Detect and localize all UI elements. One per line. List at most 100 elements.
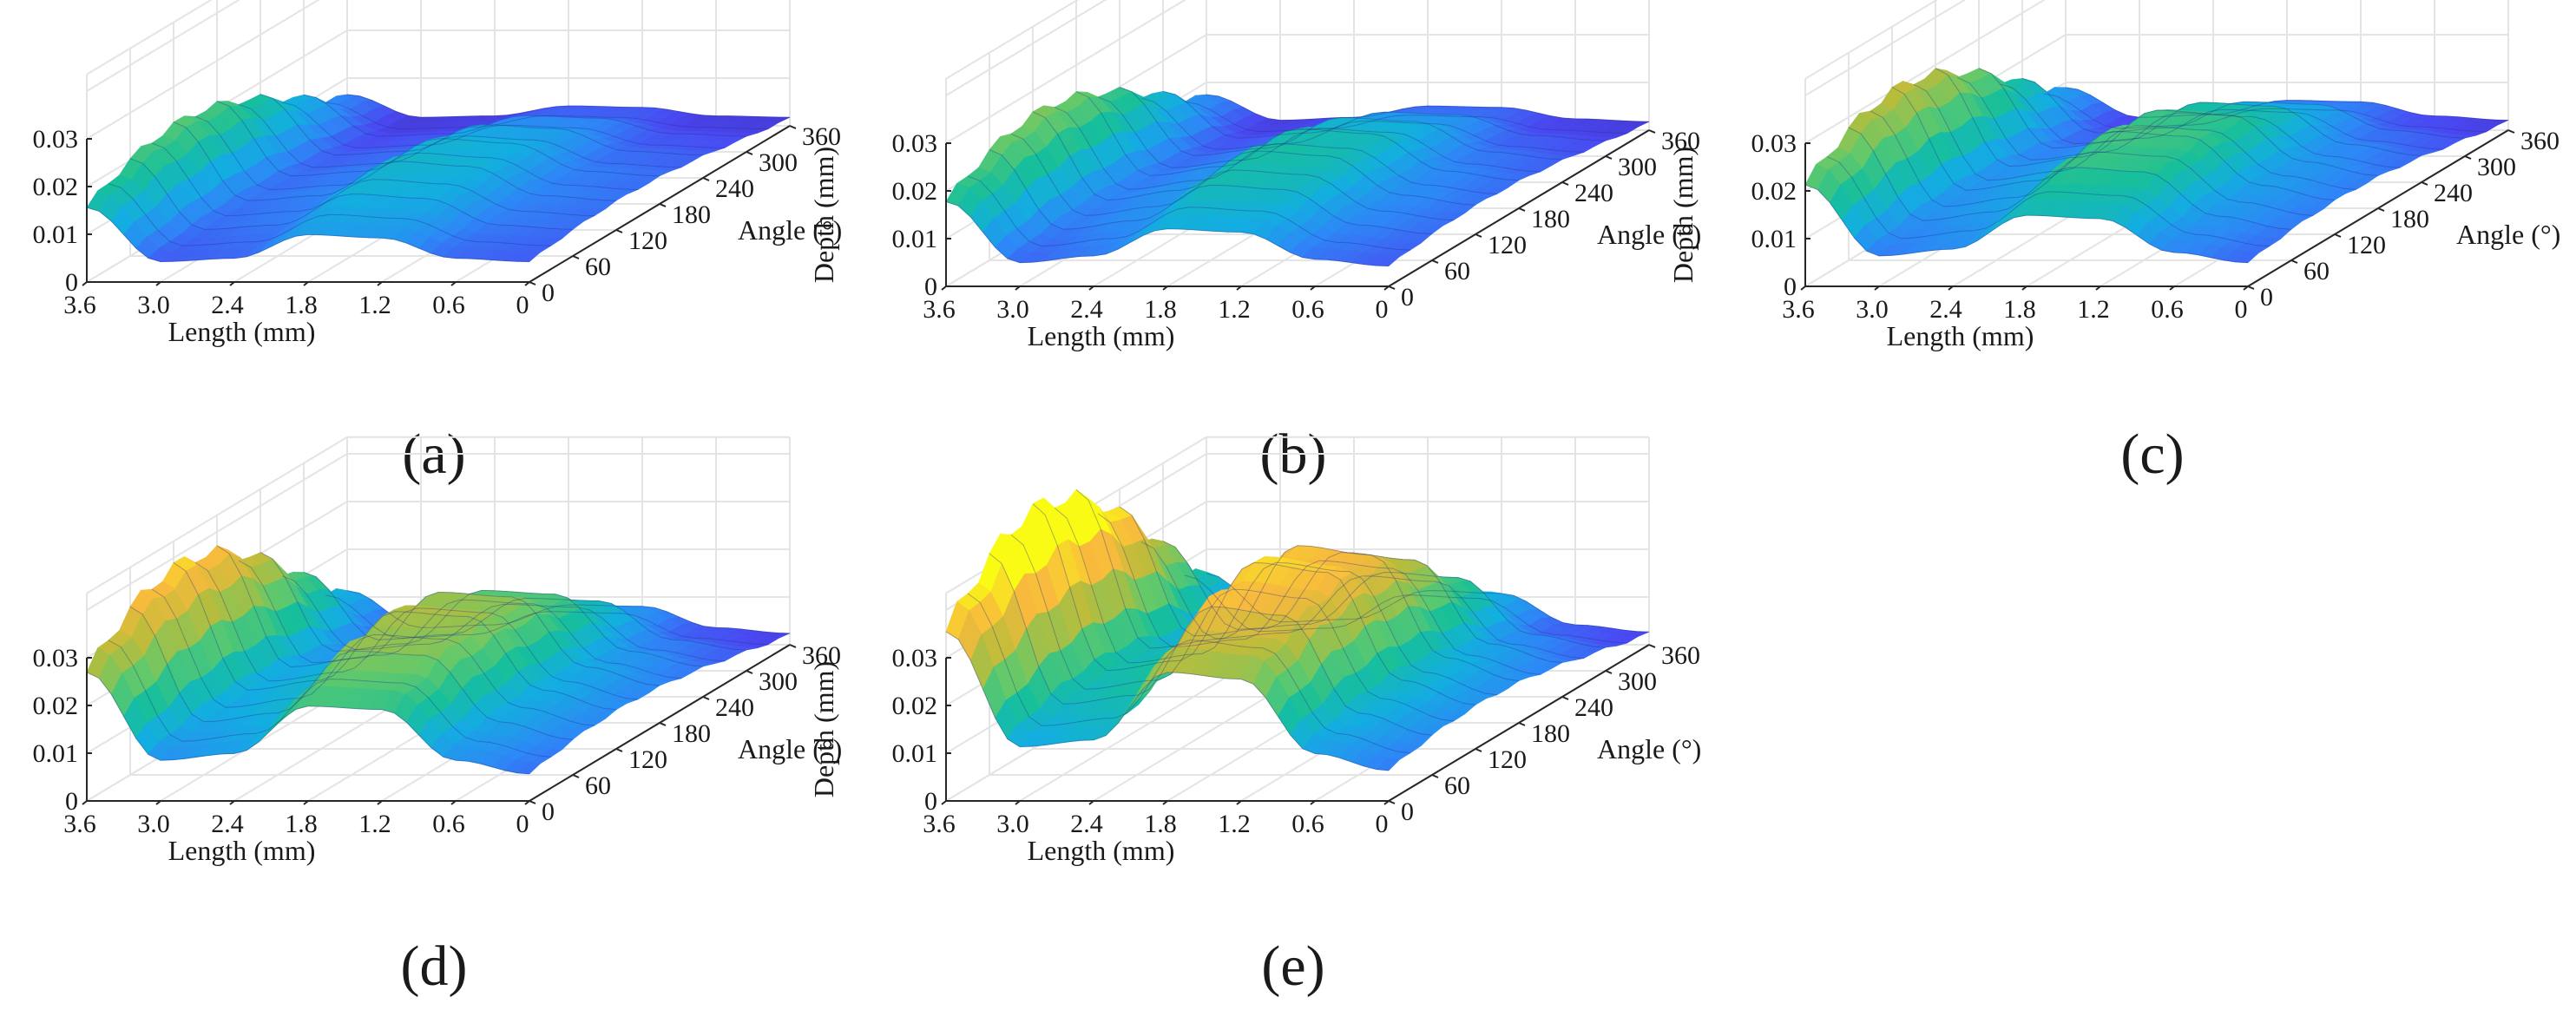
length-tick — [82, 800, 88, 805]
length-tick-label: 3.0 — [996, 295, 1029, 324]
surface-mesh-line — [1206, 94, 1650, 122]
depth-tick-label: 0.02 — [1751, 177, 1797, 206]
panel-d: 3.6 3.0 2.4 1.8 1.2 0.6 0 06012018024030036000.… — [33, 436, 842, 998]
surface-mesh-line — [1075, 91, 1520, 181]
surface-mesh-line — [1032, 111, 1476, 206]
length-tick-label: 2.4 — [211, 291, 244, 319]
angle-tick — [615, 229, 623, 233]
length-axis-label: Length (mm) — [168, 835, 316, 866]
length-tick — [82, 281, 88, 286]
length-tick-label: 3.0 — [996, 810, 1029, 838]
length-tick — [1310, 285, 1316, 291]
surface-mesh-line — [1162, 90, 1607, 141]
length-tick-label: 0 — [516, 291, 529, 319]
depth-tick-label: 0.02 — [892, 177, 938, 206]
grid-line — [1804, 0, 1939, 80]
depth-tick-label: 0 — [65, 268, 78, 297]
length-tick-label: 3.0 — [137, 291, 170, 319]
angle-tick — [529, 281, 536, 285]
panel-label-d: (d) — [401, 935, 468, 998]
length-tick — [1236, 285, 1242, 291]
angle-tick — [2421, 181, 2428, 186]
grid-line — [945, 0, 1080, 80]
surface-mesh-line — [1140, 97, 1585, 153]
angle-tick-label: 0 — [2260, 283, 2273, 312]
surface-mesh-line — [1119, 87, 1563, 161]
axes-a: 3.6 3.0 2.4 1.8 1.2 0.6 0 06012018024030036000.… — [33, 122, 843, 347]
length-tick — [1088, 285, 1094, 291]
angle-tick — [789, 125, 797, 129]
surface-mesh-line — [325, 102, 769, 130]
angle-tick-label: 180 — [1531, 205, 1570, 233]
length-tick-label: 0.6 — [2151, 295, 2184, 324]
angle-tick — [702, 177, 710, 181]
length-tick — [229, 281, 235, 286]
length-tick — [1800, 285, 1806, 291]
angle-tick-label: 240 — [715, 693, 754, 722]
depth-tick-label: 0 — [1784, 272, 1797, 301]
length-tick-label: 1.2 — [358, 810, 391, 838]
angle-tick-label: 240 — [2434, 179, 2473, 207]
grid-line — [945, 0, 1107, 96]
depth-tick-label: 0.03 — [33, 644, 79, 673]
length-tick-label: 0.6 — [1291, 295, 1324, 324]
angle-tick-label: 180 — [2390, 205, 2429, 233]
surface-mesh-line — [989, 149, 1433, 234]
angle-tick-label: 120 — [628, 745, 667, 774]
angle-tick — [572, 255, 580, 259]
depth-tick-label: 0.01 — [892, 225, 938, 253]
angle-tick — [789, 644, 797, 648]
angle-tick-label: 0 — [1401, 283, 1414, 312]
angle-tick-label: 60 — [2303, 257, 2330, 285]
angle-axis-label: Angle (°) — [2456, 219, 2560, 250]
angle-tick — [659, 203, 667, 207]
angle-tick — [1561, 181, 1569, 186]
surface-mesh-line — [194, 115, 639, 191]
angle-tick — [1648, 129, 1656, 134]
surface-a — [86, 94, 791, 263]
surface-mesh-line — [151, 142, 595, 217]
depth-tick-label: 0.03 — [33, 125, 79, 154]
angle-tick — [1605, 155, 1613, 160]
panel-a: 3.6 3.0 2.4 1.8 1.2 0.6 0 06012018024030036000.… — [33, 0, 843, 486]
angle-tick — [746, 670, 753, 674]
length-tick-label: 3.0 — [1856, 295, 1889, 324]
surface-mesh-line — [1054, 107, 1498, 194]
surface-mesh-line — [86, 207, 530, 263]
surface-mesh-line — [1097, 96, 1541, 173]
panel-label-e: (e) — [1261, 935, 1324, 998]
length-tick — [155, 281, 161, 286]
length-tick-label: 0 — [516, 810, 529, 838]
depth-tick-label: 0.01 — [892, 739, 938, 768]
angle-tick — [1388, 800, 1396, 804]
angle-tick — [1518, 207, 1526, 212]
grid-line — [86, 0, 320, 140]
surface-b — [945, 87, 1650, 267]
surface-mesh-line — [346, 94, 791, 118]
length-tick — [941, 285, 947, 291]
angle-tick — [2507, 129, 2515, 134]
panel-b: 3.6 3.0 2.4 1.8 1.2 0.6 0 06012018024030036000.… — [808, 0, 1701, 486]
axes-b: 3.6 3.0 2.4 1.8 1.2 0.6 0 06012018024030036000.… — [808, 127, 1701, 351]
angle-tick-label: 60 — [1444, 771, 1470, 800]
angle-tick — [572, 774, 580, 778]
angle-tick — [746, 151, 753, 155]
angle-tick — [1605, 670, 1613, 674]
length-tick — [377, 281, 383, 286]
angle-tick-label: 120 — [1488, 231, 1527, 259]
angle-tick-label: 0 — [542, 797, 555, 826]
angle-tick-label: 0 — [1401, 797, 1414, 826]
surface-mesh-line — [303, 94, 747, 137]
angle-tick — [1475, 748, 1482, 752]
length-tick — [524, 281, 530, 286]
surface-mesh-line — [216, 101, 660, 177]
length-tick-label: 3.0 — [137, 810, 170, 838]
length-tick-label: 1.8 — [285, 291, 318, 319]
panel-c: 3.6 3.0 2.4 1.8 1.2 0.6 0 06012018024030036000.… — [1667, 0, 2560, 486]
length-tick-label: 1.2 — [358, 291, 391, 319]
surface-mesh-line — [173, 121, 617, 201]
angle-tick-label: 60 — [585, 253, 611, 281]
angle-tick — [1561, 696, 1569, 700]
angle-tick-label: 60 — [1444, 257, 1470, 285]
